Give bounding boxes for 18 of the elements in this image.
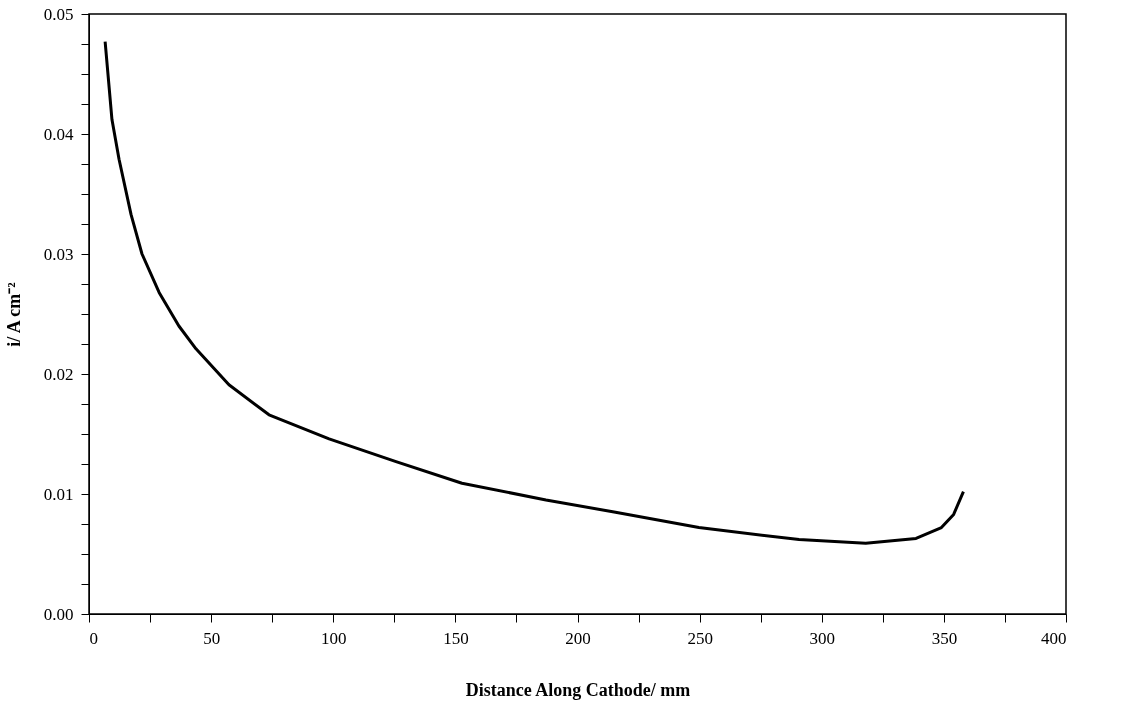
x-tick-label: 400 bbox=[1041, 628, 1067, 648]
x-tick-label: 350 bbox=[931, 628, 958, 648]
y-tick-label: 0.00 bbox=[43, 604, 74, 624]
x-tick-label: 200 bbox=[565, 628, 591, 648]
x-tick-label: 300 bbox=[809, 628, 835, 648]
y-tick-label: 0.05 bbox=[43, 4, 74, 24]
x-tick-label: 150 bbox=[443, 628, 469, 648]
x-tick-label: 100 bbox=[321, 628, 347, 648]
y-tick-label: 0.03 bbox=[43, 244, 74, 264]
y-axis-title: i/ A cm⁻² bbox=[3, 282, 24, 347]
x-tick-label: 50 bbox=[203, 628, 221, 648]
y-tick-label: 0.01 bbox=[43, 484, 74, 504]
x-tick-label: 250 bbox=[687, 628, 713, 648]
y-tick-label: 0.02 bbox=[43, 364, 74, 384]
line-series bbox=[103, 40, 965, 545]
y-tick-label: 0.04 bbox=[43, 124, 74, 144]
x-axis-title: Distance Along Cathode/ mm bbox=[465, 679, 691, 700]
x-tick-label: 0 bbox=[89, 628, 98, 648]
